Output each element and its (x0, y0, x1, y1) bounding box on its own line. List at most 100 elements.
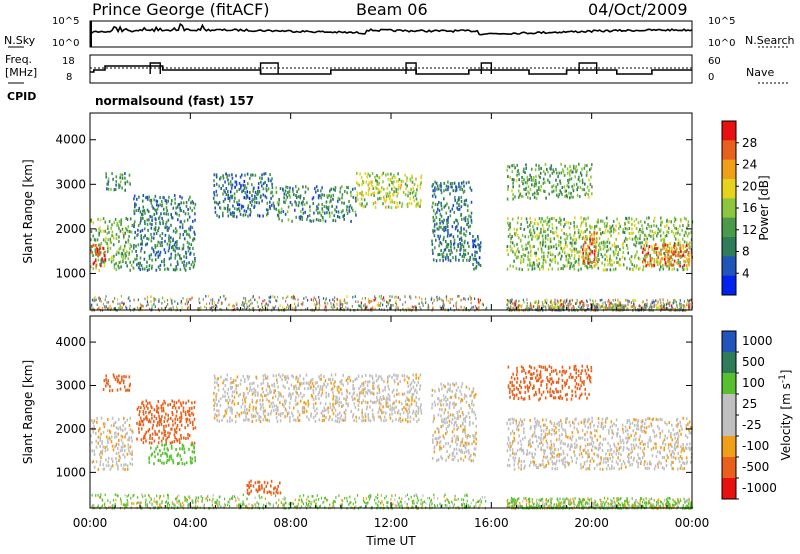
echo-cell-0-9 (677, 227, 679, 231)
ground-scatter-1-1 (673, 500, 675, 503)
echo-cell-0-9 (541, 223, 544, 227)
ground-scatter-0-0 (432, 306, 434, 309)
echo-cell-0-5 (348, 205, 351, 209)
ground-scatter-1-1 (611, 502, 613, 506)
echo-cell-0-8 (472, 242, 475, 246)
echo-cell-0-7 (440, 225, 442, 229)
ground-scatter-1-1 (642, 504, 644, 508)
echo-cell-0-9 (544, 236, 547, 240)
echo-cell-0-9 (633, 219, 636, 223)
echo-cell-0-5 (312, 219, 315, 223)
echo-cell-0-9 (666, 255, 668, 259)
ground-scatter-1-0 (365, 501, 367, 505)
echo-cell-0-11 (659, 260, 662, 264)
ground-scatter-0-0 (121, 301, 123, 304)
echo-cell-0-3 (171, 216, 174, 220)
ground-scatter-0-1 (626, 307, 628, 310)
ground-scatter-0-0 (210, 306, 212, 310)
echo-cell-0-7 (434, 186, 436, 190)
ground-scatter-0-0 (119, 304, 121, 308)
echo-cell-0-9 (648, 224, 650, 228)
echo-cell-0-9 (559, 220, 562, 224)
echo-cell-0-6 (381, 186, 383, 190)
echo-cell-0-10 (586, 170, 588, 174)
echo-cell-0-7 (461, 181, 463, 185)
ground-scatter-1-0 (156, 494, 158, 498)
ground-scatter-0-0 (235, 301, 237, 305)
echo-cell-0-12 (581, 248, 584, 252)
ground-scatter-0-0 (254, 298, 256, 302)
echo-cell-0-9 (558, 240, 560, 244)
echo-cell-0-0 (111, 255, 113, 259)
echo-cell-0-9 (675, 231, 677, 235)
ground-scatter-1-0 (245, 505, 247, 508)
echo-cell-0-7 (456, 225, 458, 229)
ground-scatter-0-0 (418, 296, 420, 299)
echo-cell-0-7 (438, 253, 441, 256)
ground-scatter-0-1 (662, 301, 664, 305)
ground-scatter-0-1 (688, 299, 691, 302)
ground-scatter-1-0 (466, 499, 468, 503)
ground-scatter-0-0 (232, 304, 234, 308)
ground-scatter-0-0 (236, 303, 238, 306)
ground-scatter-1-0 (184, 495, 186, 499)
echo-cell-0-9 (689, 241, 691, 245)
ground-scatter-1-0 (457, 498, 459, 501)
ground-scatter-0-1 (514, 307, 516, 310)
ground-scatter-0-0 (211, 302, 213, 305)
echo-cell-0-3 (140, 242, 142, 246)
ground-scatter-0-0 (312, 299, 314, 302)
freq-step-3 (480, 62, 493, 74)
ground-scatter-0-1 (582, 303, 585, 307)
ground-scatter-1-0 (301, 498, 303, 502)
echo-cell-0-7 (460, 244, 462, 248)
ground-scatter-1-1 (659, 500, 661, 504)
echo-cell-0-9 (617, 232, 620, 235)
echo-cell-0-12 (595, 258, 598, 262)
echo-cell-0-9 (660, 265, 662, 269)
echo-cell-0-9 (512, 264, 514, 268)
echo-cell-0-3 (156, 244, 159, 248)
freq-line (90, 65, 692, 75)
echo-cell-0-11 (686, 244, 688, 247)
ground-scatter-0-1 (610, 305, 612, 309)
ground-scatter-1-0 (306, 498, 308, 501)
ground-scatter-1-1 (511, 505, 513, 508)
ground-scatter-1-0 (149, 495, 151, 498)
ground-scatter-0-0 (380, 297, 382, 300)
echo-cell-0-5 (344, 189, 346, 193)
echo-cell-0-4 (219, 206, 222, 210)
echo-cell-0-5 (282, 187, 284, 191)
ground-scatter-1-1 (564, 504, 566, 508)
ground-scatter-0-0 (471, 306, 473, 309)
echo-cell-0-7 (446, 243, 448, 247)
ground-scatter-0-1 (659, 308, 661, 311)
echo-cell-0-7 (443, 229, 445, 233)
echo-cell-0-6 (393, 190, 395, 194)
ground-scatter-1-0 (165, 501, 167, 504)
echo-cell-0-4 (218, 201, 221, 204)
echo-cell-0-3 (166, 209, 168, 213)
echo-cell-0-7 (445, 188, 447, 192)
ground-scatter-1-1 (569, 498, 571, 502)
ground-scatter-1-0 (259, 496, 261, 500)
echo-cell-0-9 (612, 230, 615, 234)
echo-cell-0-3 (141, 213, 144, 217)
echo-cell-0-9 (651, 245, 653, 249)
echo-cell-0-9 (553, 231, 555, 235)
echo-cell-0-9 (631, 222, 633, 226)
echo-cell-0-9 (630, 260, 632, 264)
echo-cell-0-9 (541, 255, 543, 259)
echo-cell-0-9 (615, 224, 617, 228)
cpid-label: CPID (7, 90, 37, 103)
echo-cell-0-10 (544, 172, 546, 176)
echo-cell-0-7 (469, 258, 471, 261)
ground-scatter-0-0 (372, 306, 374, 309)
freq-unit-label: [MHz] (5, 66, 38, 79)
ground-scatter-1-1 (518, 497, 520, 500)
echo-cell-0-9 (648, 216, 650, 220)
ground-scatter-1-0 (280, 501, 282, 504)
ground-scatter-0-0 (154, 298, 156, 301)
echo-cell-0-9 (593, 234, 596, 237)
echo-cell-0-2 (126, 180, 129, 184)
